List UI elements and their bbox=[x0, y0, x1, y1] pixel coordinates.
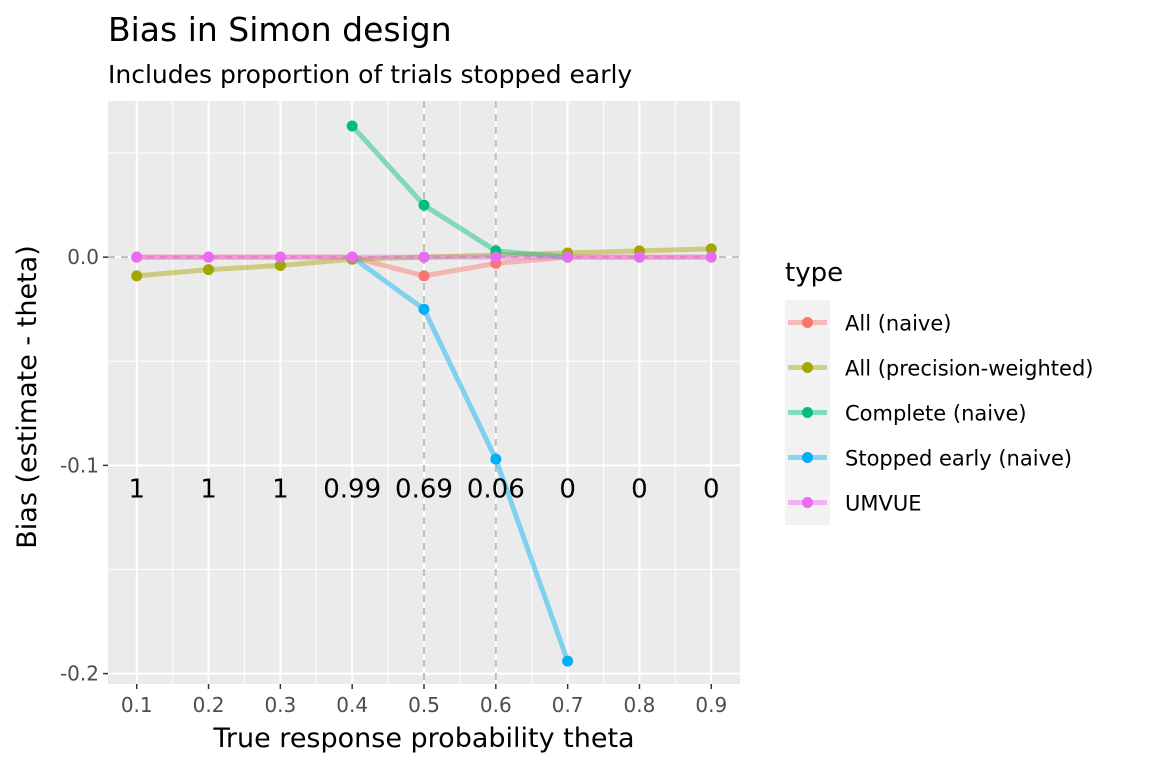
x-axis-ticks: 0.1 0.2 0.3 0.4 0.5 0.6 0.7 0.8 0.9 bbox=[121, 684, 727, 717]
x-tick-label: 0.5 bbox=[408, 693, 440, 717]
x-tick-label: 0.9 bbox=[695, 693, 727, 717]
data-point bbox=[418, 303, 430, 315]
legend-key-point bbox=[802, 497, 813, 508]
x-axis-title: True response probability theta bbox=[212, 723, 634, 754]
x-tick-label: 0.1 bbox=[121, 693, 153, 717]
y-axis-ticks: 0.0 -0.1 -0.2 bbox=[60, 245, 108, 686]
x-tick-label: 0.3 bbox=[264, 693, 296, 717]
legend-label: Complete (naive) bbox=[845, 402, 1027, 426]
proportion-label: 1 bbox=[200, 474, 217, 504]
proportion-label: 0.69 bbox=[395, 474, 453, 504]
x-tick-label: 0.8 bbox=[624, 693, 656, 717]
legend-title: type bbox=[785, 258, 843, 288]
y-tick-label: 0.0 bbox=[67, 245, 99, 269]
y-axis-title: Bias (estimate - theta) bbox=[12, 245, 43, 548]
legend-key-point bbox=[802, 407, 813, 418]
proportion-label: 0 bbox=[703, 474, 720, 504]
x-tick-label: 0.6 bbox=[480, 693, 512, 717]
data-point bbox=[274, 259, 286, 271]
x-tick-label: 0.7 bbox=[552, 693, 584, 717]
data-point bbox=[131, 251, 143, 263]
data-point bbox=[418, 199, 430, 211]
data-point bbox=[203, 251, 215, 263]
chart-title: Bias in Simon design bbox=[108, 10, 452, 49]
x-tick-label: 0.4 bbox=[336, 693, 368, 717]
data-point bbox=[705, 243, 717, 255]
legend: type All (naive) All (precision-weighted)… bbox=[785, 258, 1093, 525]
series-line bbox=[350, 124, 568, 260]
y-tick-label: -0.1 bbox=[60, 453, 99, 477]
series-line bbox=[350, 255, 570, 662]
proportion-label: 0.99 bbox=[323, 474, 381, 504]
proportion-label: 1 bbox=[128, 474, 145, 504]
data-point bbox=[203, 264, 215, 276]
data-point bbox=[490, 453, 502, 465]
data-point bbox=[418, 270, 430, 282]
data-point bbox=[490, 251, 502, 263]
data-point bbox=[346, 120, 358, 132]
data-point bbox=[562, 655, 574, 667]
legend-label: Stopped early (naive) bbox=[845, 447, 1072, 471]
data-point bbox=[705, 251, 717, 263]
data-point bbox=[274, 251, 286, 263]
legend-items: All (naive) All (precision-weighted) Compl… bbox=[785, 300, 1093, 525]
proportion-label: 0 bbox=[631, 474, 648, 504]
data-point bbox=[418, 251, 430, 263]
data-point bbox=[633, 251, 645, 263]
chart-subtitle: Includes proportion of trials stopped ea… bbox=[108, 60, 632, 89]
y-tick-label: -0.2 bbox=[60, 662, 99, 686]
proportion-label: 0.06 bbox=[467, 474, 525, 504]
legend-key-point bbox=[802, 317, 813, 328]
data-point bbox=[562, 251, 574, 263]
series-layer bbox=[131, 120, 717, 667]
x-tick-label: 0.2 bbox=[193, 693, 225, 717]
legend-key-point bbox=[802, 452, 813, 463]
legend-key-point bbox=[802, 362, 813, 373]
stopped-early-proportions: 1 1 1 0.99 0.69 0.06 0 0 0 bbox=[128, 474, 719, 504]
proportion-label: 0 bbox=[559, 474, 576, 504]
legend-label: All (precision-weighted) bbox=[845, 357, 1093, 381]
legend-label: UMVUE bbox=[845, 492, 922, 516]
legend-label: All (naive) bbox=[845, 312, 951, 336]
data-point bbox=[131, 270, 143, 282]
data-point bbox=[346, 251, 358, 263]
proportion-label: 1 bbox=[272, 474, 289, 504]
